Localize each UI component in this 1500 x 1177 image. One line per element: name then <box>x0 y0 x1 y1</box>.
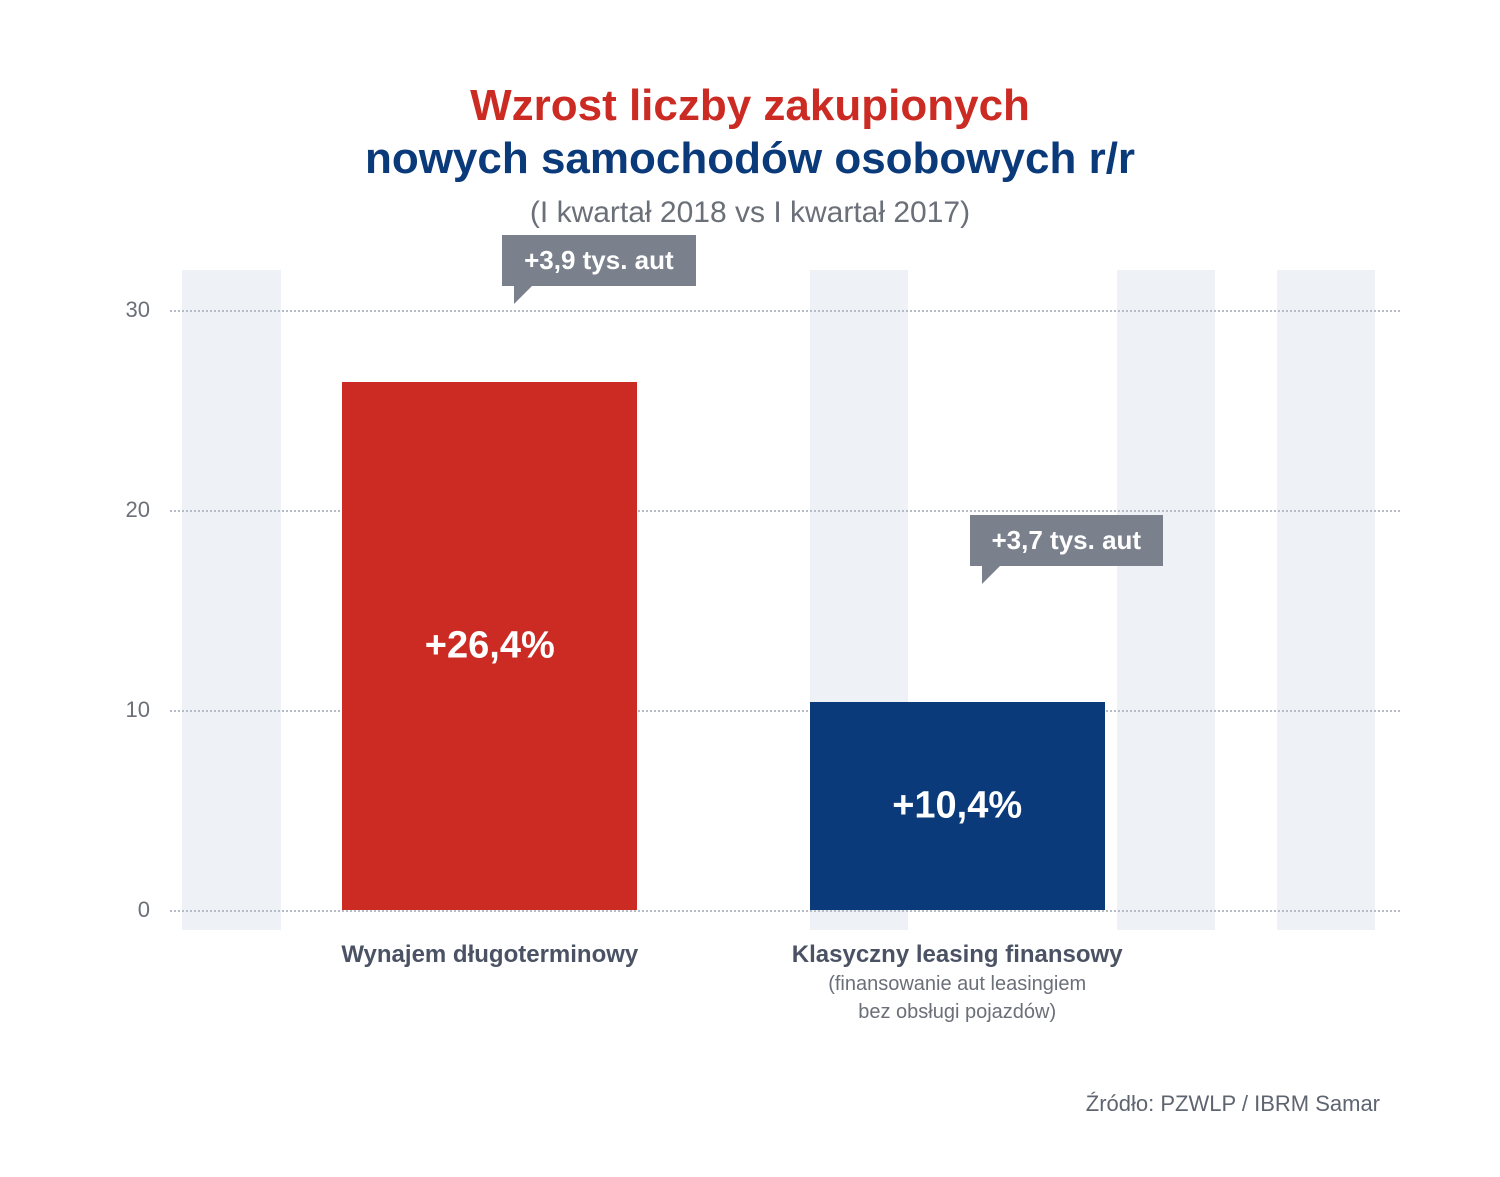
title-line-2: nowych samochodów osobowych r/r <box>100 133 1400 186</box>
bar-0: +26,4% <box>342 382 637 910</box>
bar-value-label: +26,4% <box>342 624 637 667</box>
x-label-main: Klasyczny leasing finansowy <box>792 941 1123 969</box>
title-block: Wzrost liczby zakupionych nowych samocho… <box>100 80 1400 230</box>
callout-1: +3,7 tys. aut <box>970 515 1164 566</box>
x-label-sub: (finansowanie aut leasingiem <box>792 971 1123 997</box>
bar-value-label: +10,4% <box>810 784 1105 827</box>
y-tick-label: 30 <box>126 297 150 323</box>
x-label-0: Wynajem długoterminowy <box>341 941 638 969</box>
callout-tail <box>514 286 532 304</box>
plot-area: +26,4%+3,9 tys. aut+10,4%+3,7 tys. aut <box>170 310 1400 910</box>
x-label-sub: bez obsługi pojazdów) <box>792 999 1123 1025</box>
gridline <box>170 310 1400 312</box>
gridline <box>170 910 1400 912</box>
y-tick-label: 0 <box>138 897 150 923</box>
y-axis: 0102030 <box>100 310 170 921</box>
source-attribution: Źródło: PZWLP / IBRM Samar <box>100 1091 1400 1117</box>
bg-stripe <box>1277 270 1375 930</box>
chart-area: 0102030 +26,4%+3,9 tys. aut+10,4%+3,7 ty… <box>100 310 1400 921</box>
bg-stripe <box>1117 270 1215 930</box>
y-tick-label: 10 <box>126 697 150 723</box>
x-label-main: Wynajem długoterminowy <box>341 941 638 969</box>
callout-tail <box>982 566 1000 584</box>
x-axis-labels: Wynajem długoterminowy Klasyczny leasing … <box>170 941 1400 1031</box>
subtitle: (I kwartał 2018 vs I kwartał 2017) <box>100 196 1400 230</box>
x-label-1: Klasyczny leasing finansowy(finansowanie… <box>792 941 1123 1025</box>
bg-stripe <box>182 270 280 930</box>
chart-container: Wzrost liczby zakupionych nowych samocho… <box>0 0 1500 1177</box>
bar-1: +10,4% <box>810 702 1105 910</box>
callout-0: +3,9 tys. aut <box>502 235 696 286</box>
title-line-1: Wzrost liczby zakupionych <box>100 80 1400 133</box>
y-tick-label: 20 <box>126 497 150 523</box>
